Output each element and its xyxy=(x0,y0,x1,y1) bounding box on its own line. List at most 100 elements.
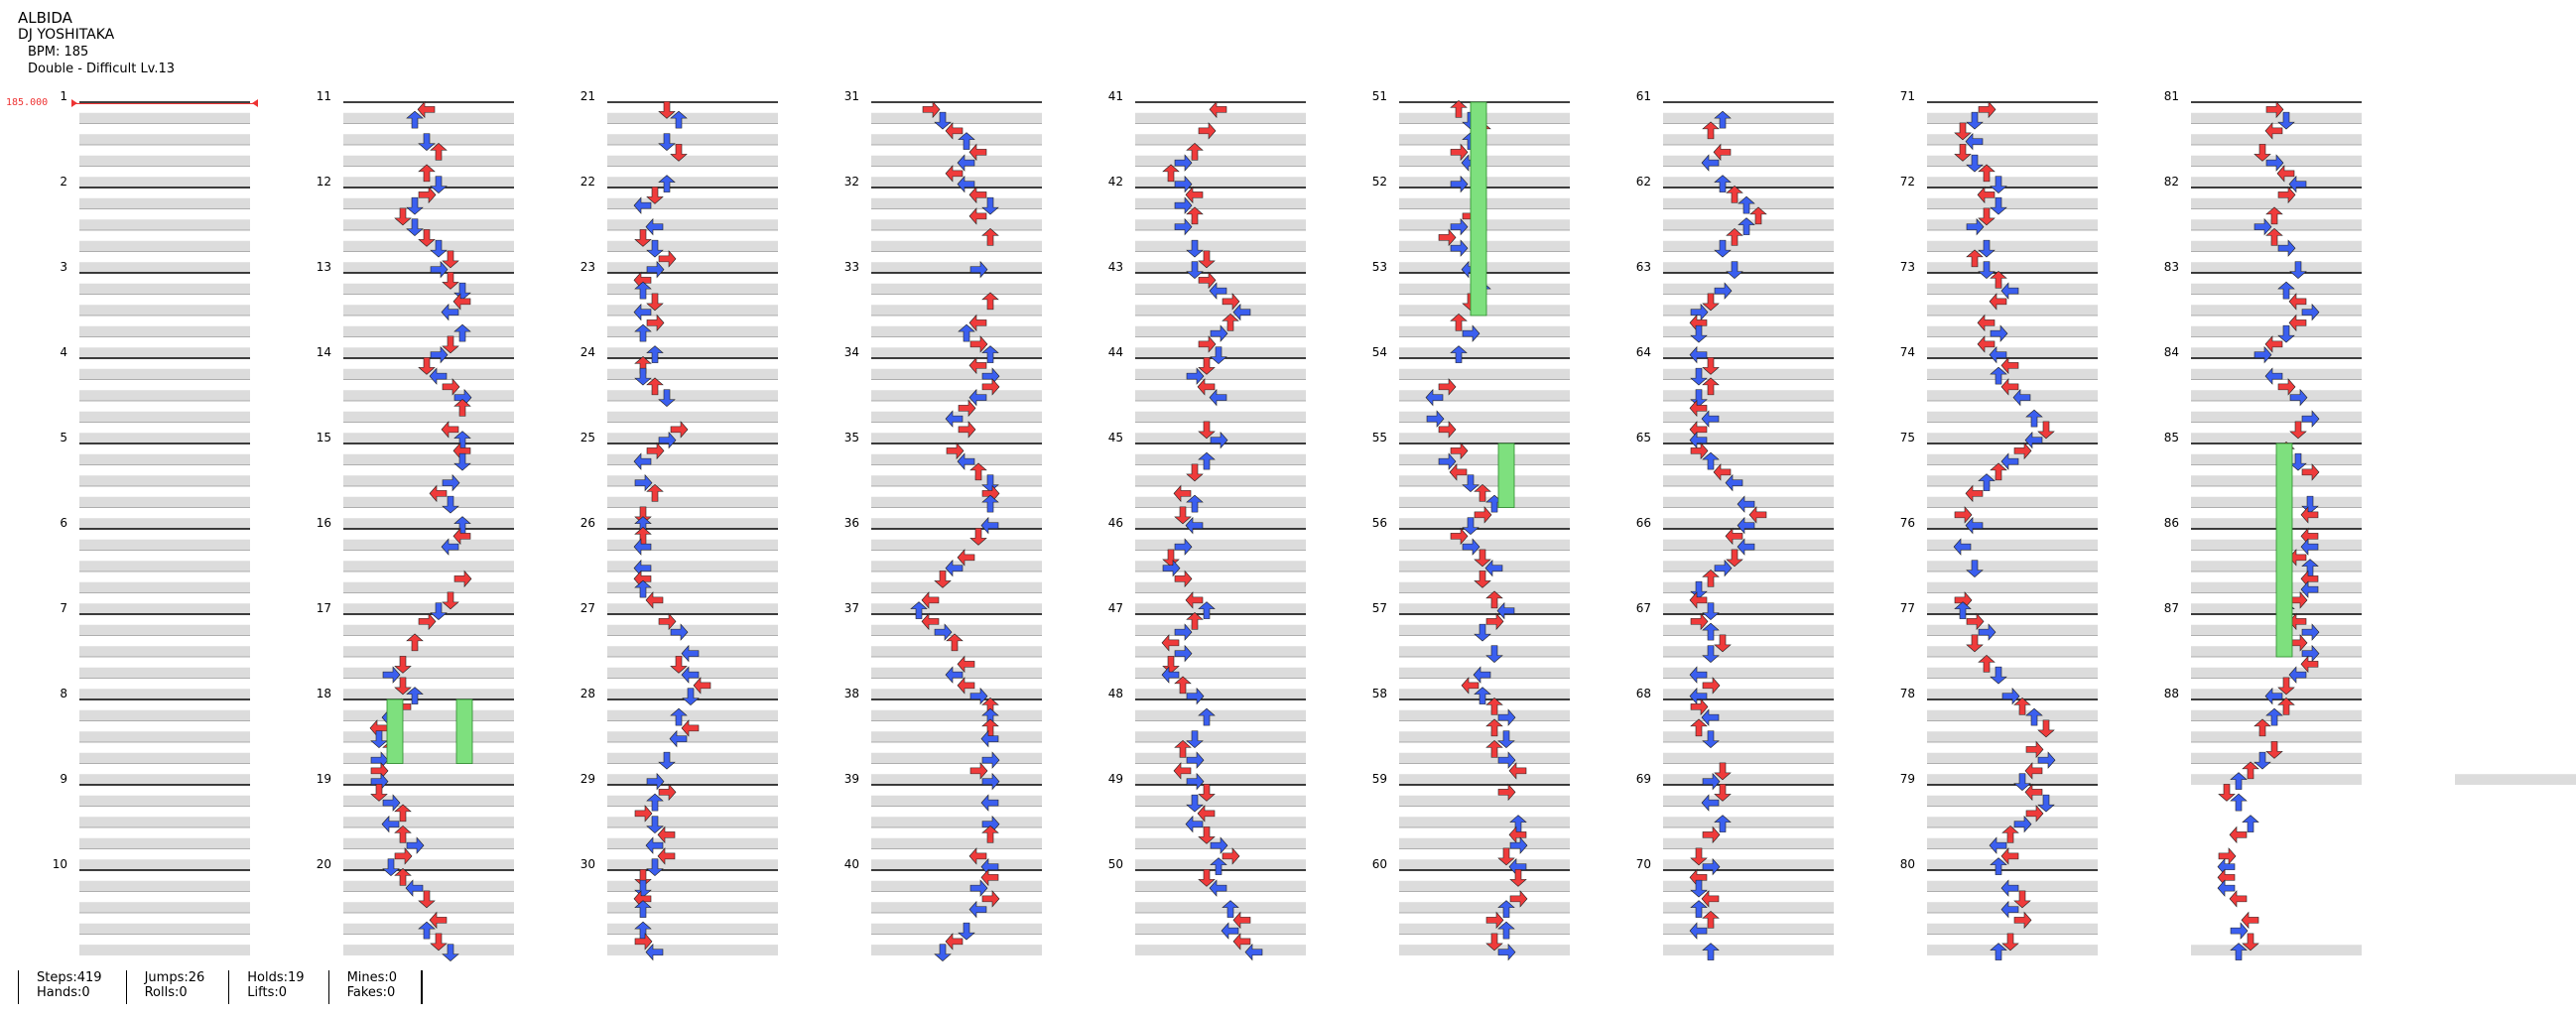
beat-row xyxy=(1135,902,1306,913)
arrow-down-icon xyxy=(958,922,975,941)
arrow-up-icon xyxy=(1702,121,1720,140)
arrow-down-icon xyxy=(2254,144,2271,162)
arrow-up-icon xyxy=(406,110,424,129)
measure-number: 3 xyxy=(60,260,67,274)
measure-64: 64 xyxy=(1636,345,1834,444)
arrow-left-icon xyxy=(1989,293,2007,311)
stats-group: Jumps:26 Rolls:0 xyxy=(125,970,229,1004)
beat-row xyxy=(607,283,778,295)
arrow-down-icon xyxy=(1497,730,1515,749)
arrow-up-icon xyxy=(2001,825,2019,843)
arrow-left-icon xyxy=(968,847,987,865)
arrow-right-icon xyxy=(2277,186,2296,204)
measure-number: 60 xyxy=(1372,857,1387,871)
beat-row xyxy=(871,347,1042,358)
arrow-left-icon xyxy=(2000,900,2019,919)
arrow-up-icon xyxy=(1714,815,1732,832)
arrow-right-icon xyxy=(1186,687,1205,705)
beat-row xyxy=(871,155,1042,167)
arrow-right-icon xyxy=(2013,442,2032,460)
beat-row xyxy=(343,518,514,529)
arrow-down-icon xyxy=(646,187,664,204)
beat-row xyxy=(343,603,514,614)
arrow-left-icon xyxy=(1689,666,1708,684)
beat-row xyxy=(1135,197,1306,209)
measure-11: 11 xyxy=(317,89,514,188)
beat-row xyxy=(1663,624,1834,636)
arrow-left-icon xyxy=(2217,879,2236,897)
arrow-left-icon xyxy=(681,719,700,737)
arrow-right-icon xyxy=(646,442,665,460)
beat-row xyxy=(343,752,514,764)
beat-row xyxy=(1663,880,1834,892)
arrow-up-icon xyxy=(981,345,999,363)
arrow-up-icon xyxy=(910,601,928,619)
arrow-right-icon xyxy=(2001,687,2020,705)
arrow-left-icon xyxy=(2024,431,2043,449)
arrow-left-icon xyxy=(2000,879,2019,897)
arrow-down-icon xyxy=(1990,666,2007,685)
measure-number: 58 xyxy=(1372,687,1387,700)
arrow-down-icon xyxy=(2254,751,2271,770)
arrow-right-icon xyxy=(1450,175,1469,193)
arrow-up-icon xyxy=(1174,676,1192,695)
arrow-right-icon xyxy=(1174,217,1193,236)
arrow-down-icon xyxy=(1198,784,1216,802)
arrow-up-icon xyxy=(1726,185,1743,203)
bpm-change-label: 185.000 xyxy=(6,97,49,108)
arrow-down-icon xyxy=(1702,357,1720,375)
beat-row xyxy=(1927,197,2098,209)
arrow-right-icon xyxy=(430,345,449,364)
beat-row xyxy=(2191,112,2362,124)
measure-63: 63 xyxy=(1636,260,1834,358)
beat-row xyxy=(1399,817,1570,827)
arrow-down-icon xyxy=(1462,474,1480,493)
measure-number: 49 xyxy=(1108,772,1123,786)
measure-number: 82 xyxy=(2164,175,2179,189)
measure-87: 87 xyxy=(2164,601,2362,699)
arrow-up-icon xyxy=(1198,601,1216,619)
measure-77: 77 xyxy=(1900,601,2098,699)
arrow-down-icon xyxy=(981,196,999,215)
beat-row xyxy=(1135,624,1306,636)
beat-row xyxy=(1663,603,1834,614)
beat-row xyxy=(2191,411,2362,423)
beat-row xyxy=(2191,347,2362,358)
beat-row xyxy=(79,667,250,679)
beat-row xyxy=(79,453,250,465)
arrow-down-icon xyxy=(1186,794,1204,813)
arrow-left-icon xyxy=(921,591,940,609)
beat-row xyxy=(1663,774,1834,785)
arrow-right-icon xyxy=(981,751,1000,769)
arrow-left-icon xyxy=(1737,538,1755,556)
arrow-right-icon xyxy=(1450,143,1469,162)
beat-row xyxy=(1927,795,2098,807)
hold-note xyxy=(1497,443,1515,508)
arrow-right-icon xyxy=(1690,442,1709,460)
beat-row xyxy=(607,837,778,849)
arrow-right-icon xyxy=(958,399,976,418)
arrow-left-icon xyxy=(1725,473,1743,492)
arrow-right-icon xyxy=(2301,463,2320,481)
beat-row xyxy=(1135,731,1306,742)
beat-row xyxy=(343,305,514,316)
arrow-down-icon xyxy=(1690,879,1708,898)
arrow-up-icon xyxy=(1738,195,1755,214)
arrow-down-icon xyxy=(2037,794,2055,813)
arrow-right-icon xyxy=(981,378,1000,396)
measure-number: 32 xyxy=(844,175,859,189)
beat-row xyxy=(343,496,514,508)
beat-row xyxy=(871,390,1042,401)
arrow-right-icon xyxy=(1222,847,1240,865)
arrow-up-icon xyxy=(1497,900,1515,918)
beat-row xyxy=(79,197,250,209)
arrow-left-icon xyxy=(2012,388,2031,407)
beat-row xyxy=(343,177,514,188)
measure-45: 45 xyxy=(1108,431,1306,529)
beat-row xyxy=(2191,390,2362,401)
arrow-up-icon xyxy=(1990,462,2007,481)
arrow-left-icon xyxy=(2241,911,2259,930)
arrow-up-icon xyxy=(1690,718,1708,737)
beat-row xyxy=(343,262,514,273)
arrow-up-icon xyxy=(1978,164,1996,183)
